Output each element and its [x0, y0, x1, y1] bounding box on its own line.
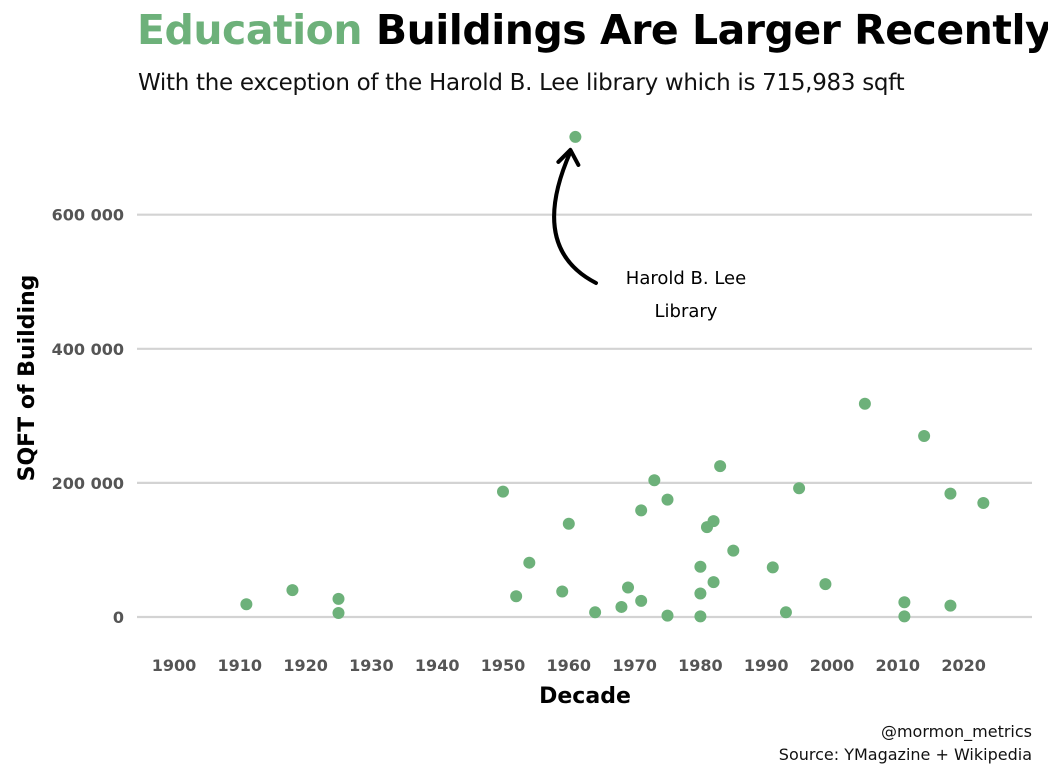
x-tick-label: 1910: [218, 656, 263, 675]
title-highlight: Education: [137, 6, 363, 54]
annotation-arrowhead: [556, 147, 581, 167]
x-tick-label: 2020: [941, 656, 986, 675]
data-point: [615, 600, 628, 613]
x-tick-label: 1990: [744, 656, 789, 675]
x-tick-label: 1960: [547, 656, 592, 675]
x-axis-title: Decade: [539, 684, 631, 709]
x-tick-label: 1940: [415, 656, 460, 675]
data-point: [766, 561, 779, 574]
x-tick-label: 2010: [876, 656, 921, 675]
data-point: [819, 578, 832, 591]
annotation-label: Harold B. Lee: [626, 268, 746, 289]
x-tick-label: 1930: [349, 656, 394, 675]
x-axis-ticks: 1900 1910 1920 1930 1940 1950 1960 1970 1980 1990…: [152, 656, 986, 675]
chart-title: Education Buildings Are Larger Recently: [137, 6, 1048, 54]
chart-subtitle: With the exception of the Harold B. Lee …: [138, 70, 905, 96]
data-point: [562, 517, 575, 530]
data-point: [510, 590, 523, 603]
x-tick-label: 1980: [678, 656, 723, 675]
data-point: [793, 482, 806, 495]
y-tick-label: 200 000: [52, 474, 124, 493]
data-point: [332, 592, 345, 605]
data-point: [694, 560, 707, 573]
y-axis-title: SQFT of Building: [15, 275, 40, 482]
data-point: [622, 581, 635, 594]
data-point: [240, 598, 253, 611]
data-point: [918, 429, 931, 442]
data-point: [977, 497, 990, 510]
y-tick-label: 400 000: [52, 340, 124, 359]
x-tick-label: 1950: [481, 656, 526, 675]
y-axis-ticks: 0 200 000 400 000 600 000: [52, 206, 124, 627]
data-point: [694, 610, 707, 623]
x-tick-label: 1970: [612, 656, 657, 675]
data-point: [661, 609, 674, 622]
data-point: [661, 493, 674, 506]
data-point: [556, 585, 569, 598]
data-point: [589, 606, 602, 619]
data-point: [898, 596, 911, 609]
data-point: [858, 397, 871, 410]
data-point: [707, 515, 720, 528]
data-points: [240, 130, 990, 623]
data-point: [523, 556, 536, 569]
x-tick-label: 1900: [152, 656, 197, 675]
annotation: Harold B. Lee Library: [552, 147, 746, 322]
x-tick-label: 2000: [810, 656, 855, 675]
data-point: [694, 587, 707, 600]
data-point: [332, 606, 345, 619]
annotation-arrow: [552, 149, 598, 285]
data-point: [944, 599, 957, 612]
data-point: [707, 576, 720, 589]
x-tick-label: 1920: [283, 656, 328, 675]
data-point: [497, 485, 509, 498]
data-point: [714, 460, 727, 473]
data-point: [635, 504, 648, 517]
caption-handle: @mormon_metrics: [880, 722, 1032, 741]
gridlines: [137, 213, 1032, 619]
title-rest: Buildings Are Larger Recently: [375, 6, 1048, 54]
annotation-label: Library: [655, 301, 718, 322]
data-point: [898, 610, 911, 623]
y-tick-label: 600 000: [52, 206, 124, 225]
y-tick-label: 0: [113, 608, 124, 627]
caption-source: Source: YMagazine + Wikipedia: [778, 745, 1032, 764]
data-point: [727, 544, 740, 557]
data-point: [779, 606, 792, 619]
data-point: [635, 594, 648, 607]
data-point: [944, 487, 957, 500]
data-point: [286, 584, 299, 597]
data-point: [569, 130, 582, 143]
data-point: [648, 474, 661, 487]
